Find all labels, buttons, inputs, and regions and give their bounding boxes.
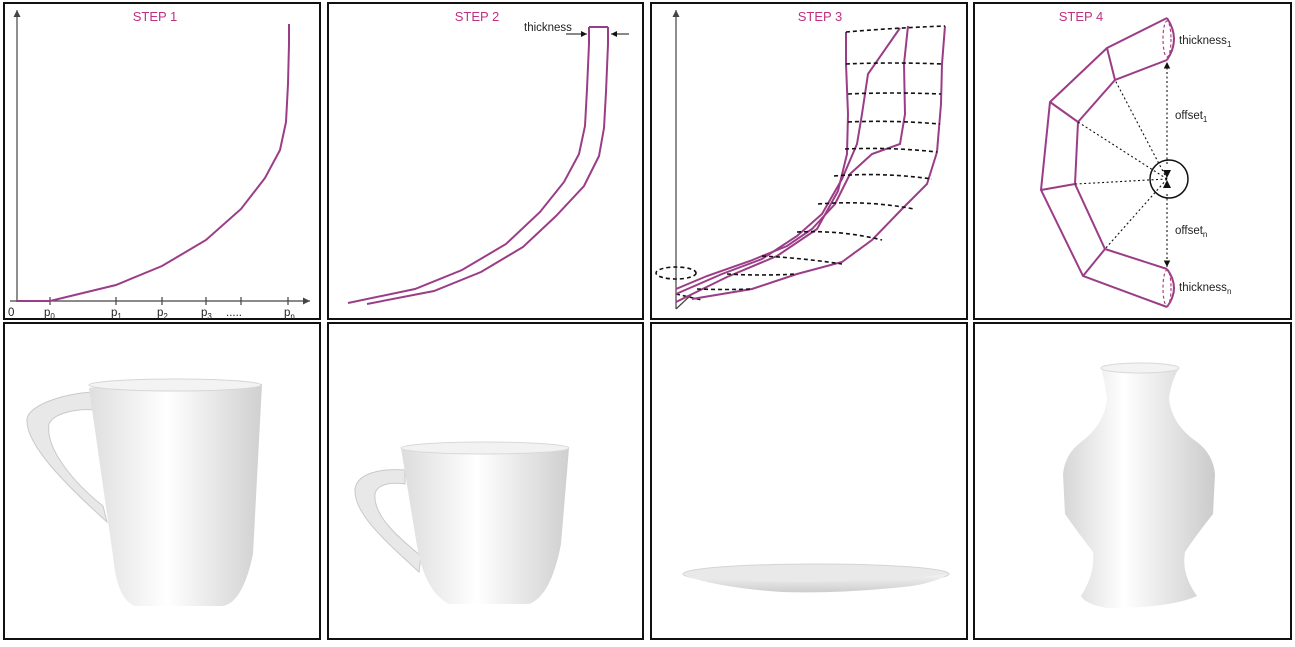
step1-diagram: STEP 1 0 p0 p1 p2 p3 ..... pn (8, 9, 310, 321)
p0-label: p0 (44, 307, 55, 321)
radial-lines (1074, 79, 1168, 250)
step3-diagram: STEP 3 (655, 9, 946, 310)
outer-profile-curve (366, 27, 609, 305)
vase-render (973, 322, 1292, 640)
pn-label: pn (284, 307, 295, 321)
center-circle (1149, 159, 1189, 199)
cup-image (354, 441, 570, 604)
offset1-label: offset1 (1175, 110, 1208, 124)
step4-diagram: STEP 4 thickness1 offset1 offsetn thickn… (1039, 9, 1232, 308)
step4-panel: STEP 4 thickness1 offset1 offsetn thickn… (973, 2, 1292, 320)
cup-render (327, 322, 644, 640)
sweep-curve-d (691, 25, 946, 300)
p3-label: p3 (201, 307, 212, 321)
center-marker (1163, 170, 1171, 188)
step3-title: STEP 3 (798, 9, 843, 24)
plate-render (650, 322, 968, 640)
step1-title: STEP 1 (133, 9, 178, 24)
profile-curve (17, 24, 290, 302)
rotation-ellipse (655, 266, 697, 280)
plate-image (682, 563, 950, 593)
thicknessn-ellipse (1162, 269, 1172, 307)
tall-mug-image (26, 378, 262, 606)
sweep-curve-c (675, 25, 909, 290)
origin-label: 0 (8, 307, 14, 319)
ellipsis-label: ..... (226, 307, 242, 319)
thickness1-ellipse (1162, 20, 1172, 58)
p1-label: p1 (111, 307, 122, 321)
step2-title: STEP 2 (455, 9, 500, 24)
thickness-label: thickness (524, 22, 572, 34)
thicknessn-label: thicknessn (1179, 282, 1231, 296)
step1-panel: STEP 1 0 p0 p1 p2 p3 ..... pn (3, 2, 321, 321)
inner-profile-curve (347, 27, 590, 304)
p2-label: p2 (157, 307, 168, 321)
step4-title: STEP 4 (1059, 9, 1104, 24)
tall-mug-render (3, 322, 321, 640)
step2-diagram: STEP 2 thickness (347, 9, 629, 305)
offsetn-label: offsetn (1175, 225, 1207, 239)
polygon-ring (1039, 17, 1175, 308)
step3-panel: STEP 3 (650, 2, 968, 320)
step2-panel: STEP 2 thickness (327, 2, 644, 320)
sweep-curve-b (675, 27, 901, 295)
ring-dashes (696, 25, 946, 291)
vase-image (1063, 362, 1215, 608)
sweep-curve-a (675, 32, 850, 303)
thickness1-label: thickness1 (1179, 35, 1232, 49)
